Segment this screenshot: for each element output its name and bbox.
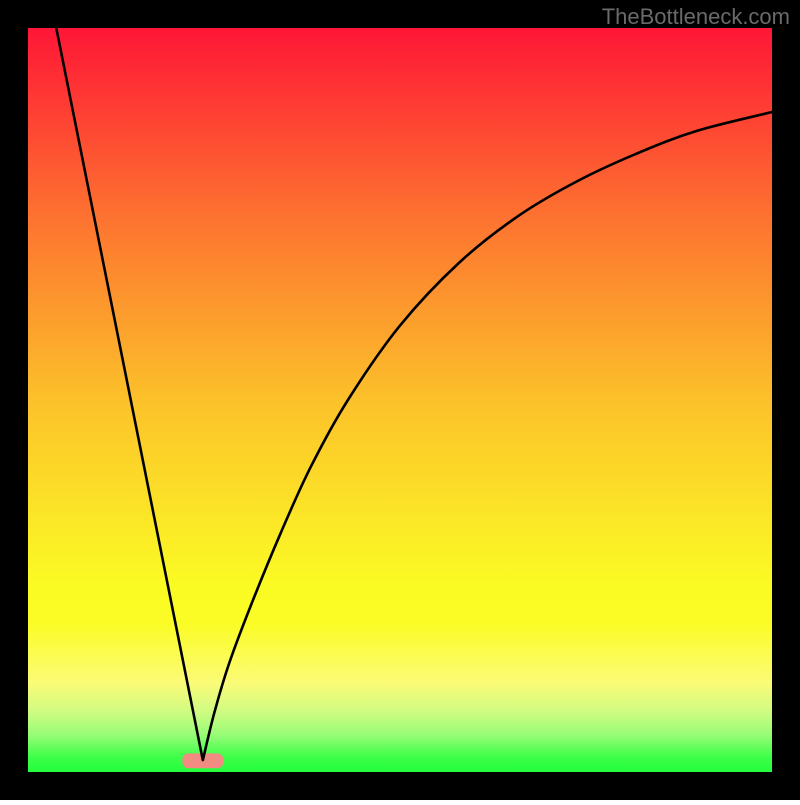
bottleneck-chart: TheBottleneck.com: [0, 0, 800, 800]
chart-svg: [0, 0, 800, 800]
watermark-text: TheBottleneck.com: [602, 4, 790, 30]
gradient-background: [28, 28, 772, 772]
